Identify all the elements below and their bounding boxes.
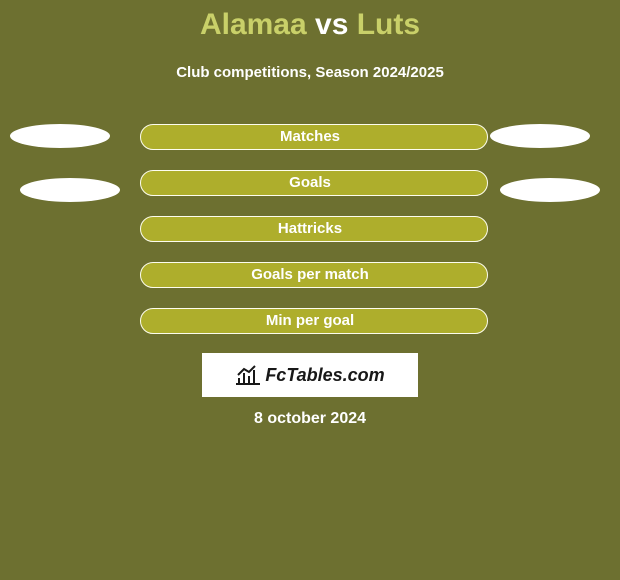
- stat-bar: [140, 216, 488, 242]
- player-b-name: Luts: [357, 8, 420, 41]
- brand-badge: FcTables.com: [202, 353, 418, 397]
- page-title: Alamaa vs Luts: [0, 8, 620, 42]
- stat-bar: [140, 124, 488, 150]
- stat-bar: [140, 308, 488, 334]
- bar-chart-icon: [235, 365, 261, 385]
- value-ellipse: [500, 178, 600, 202]
- value-ellipse: [20, 178, 120, 202]
- title-vs: vs: [307, 8, 357, 41]
- value-ellipse: [490, 124, 590, 148]
- subtitle: Club competitions, Season 2024/2025: [0, 64, 620, 81]
- value-ellipse: [10, 124, 110, 148]
- player-a-name: Alamaa: [200, 8, 307, 41]
- stat-bar: [140, 262, 488, 288]
- chart-canvas: Alamaa vs Luts Club competitions, Season…: [0, 0, 620, 580]
- brand-text: FcTables.com: [265, 365, 384, 386]
- stat-bar: [140, 170, 488, 196]
- footer-date: 8 october 2024: [0, 410, 620, 428]
